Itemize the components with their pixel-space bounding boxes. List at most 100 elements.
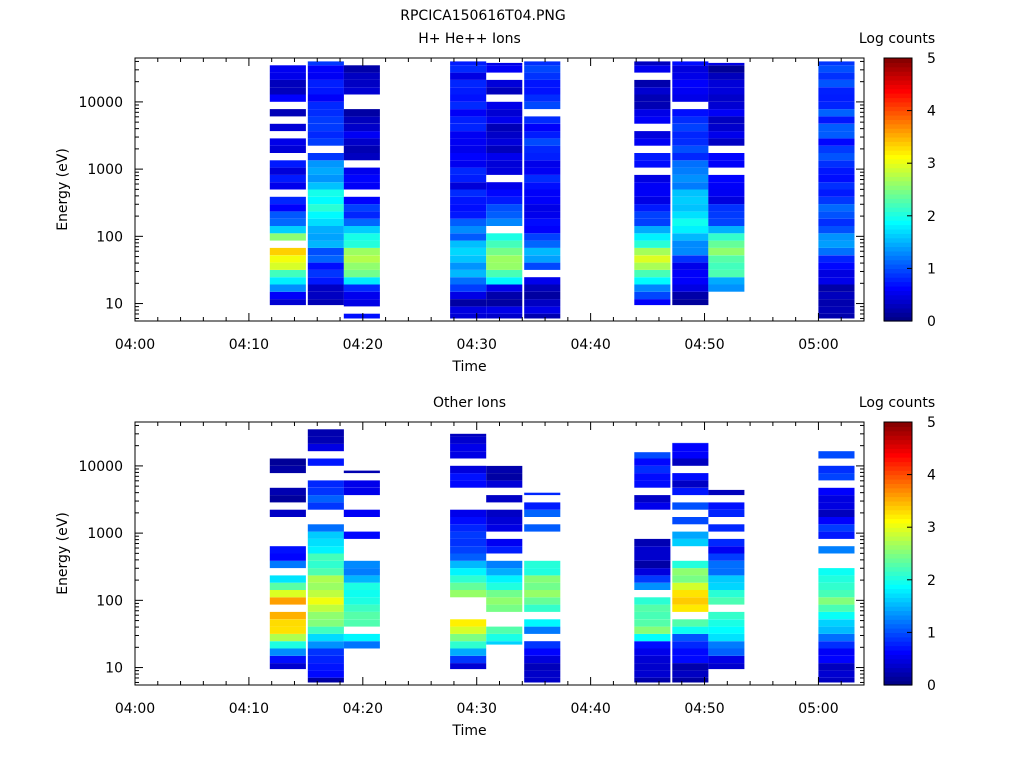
x-tick-label: 04:30 — [457, 701, 497, 717]
spectrogram-cell — [708, 79, 745, 88]
spectrogram-cell — [818, 79, 855, 88]
spectrogram-cell — [672, 284, 709, 292]
spectrogram-cell — [307, 670, 344, 678]
colorbar-segment — [884, 88, 912, 94]
spectrogram-cell — [486, 575, 523, 583]
x-axis-label: Time — [451, 723, 486, 739]
spectrogram-cell — [634, 495, 671, 503]
colorbar-segment — [884, 649, 912, 655]
spectrogram-cell — [269, 575, 306, 583]
spectrogram-cell — [269, 590, 306, 598]
spectrogram-cell — [486, 517, 523, 525]
spectrogram-column — [486, 62, 523, 319]
spectrogram-cell — [818, 65, 855, 73]
spectrogram-cell — [524, 663, 561, 671]
spectrogram-cell — [634, 153, 671, 161]
spectrogram-cell — [708, 663, 745, 670]
spectrogram-cell — [818, 277, 855, 285]
spectrogram-cell — [269, 619, 306, 627]
spectrogram-cell — [634, 269, 671, 278]
spectrogram-cell — [450, 655, 487, 664]
spectrogram-column — [450, 61, 487, 319]
spectrogram-cell — [524, 626, 561, 634]
spectrogram-cell — [269, 123, 306, 132]
colorbar-segment — [884, 514, 912, 520]
spectrogram-cell — [269, 233, 306, 241]
spectrogram-cell — [672, 87, 709, 95]
colorbar-segment — [884, 492, 912, 498]
spectrogram-cell — [708, 524, 745, 532]
spectrogram-cell — [307, 590, 344, 598]
spectrogram-cell — [269, 204, 306, 212]
spectrogram-cell — [343, 218, 380, 226]
spectrogram-cell — [343, 597, 380, 605]
spectrogram-cell — [269, 182, 306, 190]
x-tick-label: 04:20 — [343, 337, 383, 353]
spectrogram-cell — [269, 196, 306, 205]
spectrogram-cell — [486, 495, 523, 503]
spectrogram-cell — [672, 233, 709, 241]
spectrogram-cell — [307, 597, 344, 605]
colorbar-segment — [884, 571, 912, 577]
colorbar-segment — [884, 505, 912, 511]
spectrogram-cell — [450, 473, 487, 481]
colorbar-tick-label: 5 — [927, 415, 936, 431]
spectrogram-cell — [307, 291, 344, 300]
spectrogram-cell — [486, 291, 523, 300]
spectrogram-cell — [307, 299, 344, 306]
spectrogram-cell — [269, 495, 306, 503]
spectrogram-cell — [343, 582, 380, 590]
spectrogram-cell — [486, 560, 523, 569]
colorbar-segment — [884, 614, 912, 620]
spectrogram-cell — [524, 218, 561, 226]
spectrogram-cell — [343, 116, 380, 124]
colorbar-segment — [884, 487, 912, 493]
spectrogram-cell — [818, 626, 855, 634]
colorbar-segment — [884, 242, 912, 248]
colorbar-segment — [884, 671, 912, 677]
colorbar-segment — [884, 588, 912, 594]
spectrogram-cell — [708, 87, 745, 95]
spectrogram-cell — [708, 611, 745, 620]
spectrogram-cell — [708, 196, 745, 205]
spectrogram-cell — [450, 247, 487, 256]
spectrogram-cell — [524, 262, 561, 270]
spectrogram-cell — [486, 131, 523, 139]
spectrogram-cell — [634, 291, 671, 300]
spectrogram-cell — [307, 575, 344, 583]
spectrogram-cell — [818, 306, 855, 314]
colorbar-tick-label: 1 — [927, 261, 936, 277]
spectrogram-cell — [708, 62, 745, 66]
colorbar-segment — [884, 632, 912, 638]
spectrogram-cell — [486, 109, 523, 117]
spectrogram-column — [818, 61, 855, 319]
spectrogram-cell — [450, 291, 487, 300]
spectrogram-cell — [343, 313, 380, 319]
spectrogram-cell — [307, 123, 344, 132]
spectrogram-cell — [708, 619, 745, 627]
spectrogram-cell — [708, 101, 745, 110]
x-tick-label: 04:40 — [570, 337, 610, 353]
spectrogram-cell — [818, 247, 855, 256]
spectrogram-cell — [708, 560, 745, 569]
spectrogram-cell — [450, 560, 487, 569]
spectrogram-cell — [269, 262, 306, 270]
colorbar-segment — [884, 250, 912, 256]
spectrogram-cell — [450, 546, 487, 554]
spectrogram-cell — [450, 72, 487, 80]
spectrogram-cell — [269, 109, 306, 117]
spectrogram-cell — [307, 61, 344, 66]
spectrogram-cell — [450, 663, 487, 670]
colorbar-segment — [884, 246, 912, 252]
x-tick-label: 04:00 — [115, 701, 155, 717]
x-tick-label: 05:00 — [798, 701, 838, 717]
spectrogram-cell — [818, 619, 855, 627]
spectrogram-cell — [672, 269, 709, 278]
spectrogram-cell — [672, 641, 709, 649]
colorbar-segment — [884, 584, 912, 590]
spectrogram-cell — [672, 94, 709, 102]
colorbar-segment — [884, 202, 912, 208]
spectrogram-cell — [818, 116, 855, 124]
colorbar-segment — [884, 610, 912, 616]
spectrogram-cell — [672, 487, 709, 496]
